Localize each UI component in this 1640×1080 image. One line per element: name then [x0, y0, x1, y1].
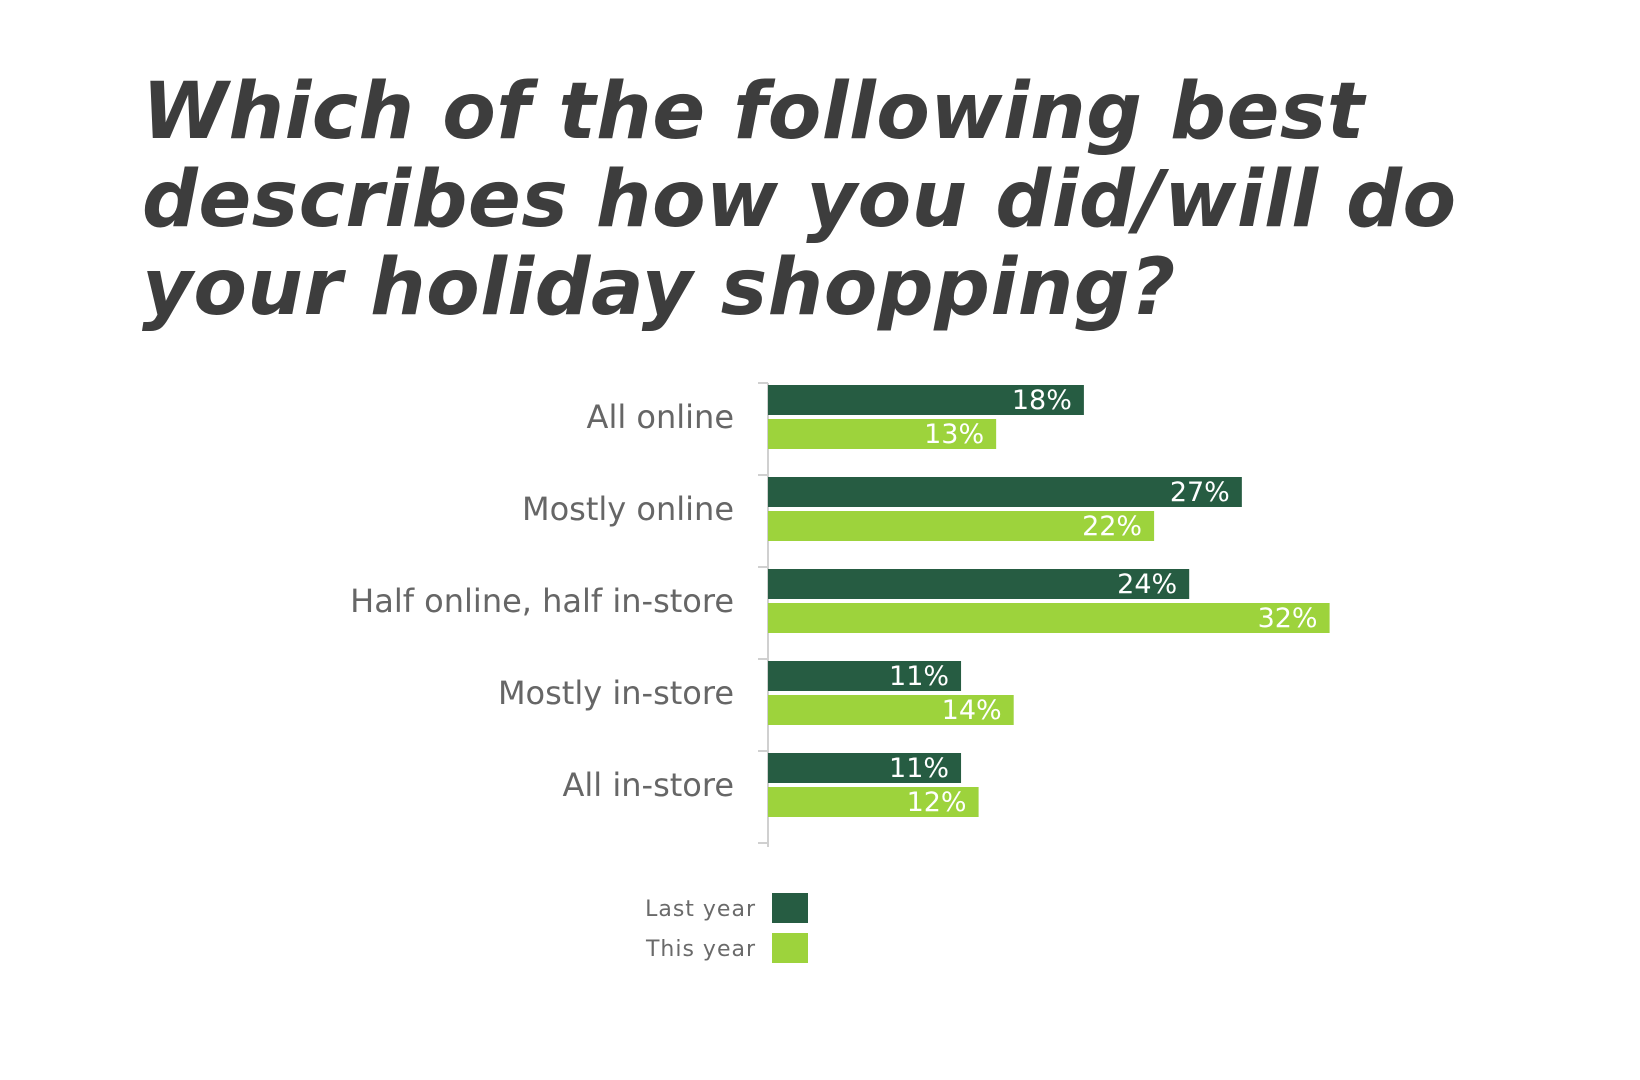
bar-value-label: 32%	[1258, 603, 1318, 634]
category-label: Half online, half in-store	[350, 582, 734, 620]
bar-value-label: 18%	[1012, 385, 1072, 416]
category-label: Mostly online	[522, 490, 734, 528]
bar-this-year	[768, 787, 979, 817]
chart-title: Which of the following best describes ho…	[142, 67, 1457, 333]
bar-last-year	[768, 661, 962, 691]
bar-this-year	[768, 695, 1014, 725]
legend-swatch	[772, 893, 808, 923]
category-label: All in-store	[563, 766, 735, 804]
legend-label: This year	[645, 937, 756, 962]
category-label: All online	[587, 398, 734, 436]
bar-this-year	[768, 511, 1155, 541]
bar-last-year	[768, 385, 1084, 415]
bar-value-label: 14%	[942, 695, 1002, 726]
bar-last-year	[768, 477, 1242, 507]
bar-this-year	[768, 603, 1330, 633]
bar-value-label: 13%	[924, 419, 984, 450]
bar-value-label: 22%	[1082, 511, 1142, 542]
bar-value-label: 11%	[889, 661, 949, 692]
legend: Last year This year	[645, 893, 808, 963]
bar-last-year	[768, 753, 962, 783]
category-label: Mostly in-store	[498, 674, 734, 712]
legend-label: Last year	[645, 897, 756, 922]
bar-value-label: 27%	[1170, 477, 1230, 508]
bars-layer	[768, 385, 1330, 817]
labels-layer: All online 18% 13% Mostly online 27% 22% Half …	[350, 385, 1317, 818]
bar-value-label: 24%	[1117, 569, 1177, 600]
bar-value-label: 11%	[889, 753, 949, 784]
bar-last-year	[768, 569, 1190, 599]
legend-swatch	[772, 933, 808, 963]
bar-value-label: 12%	[907, 787, 967, 818]
bar-this-year	[768, 419, 997, 449]
axis-layer	[758, 382, 769, 847]
